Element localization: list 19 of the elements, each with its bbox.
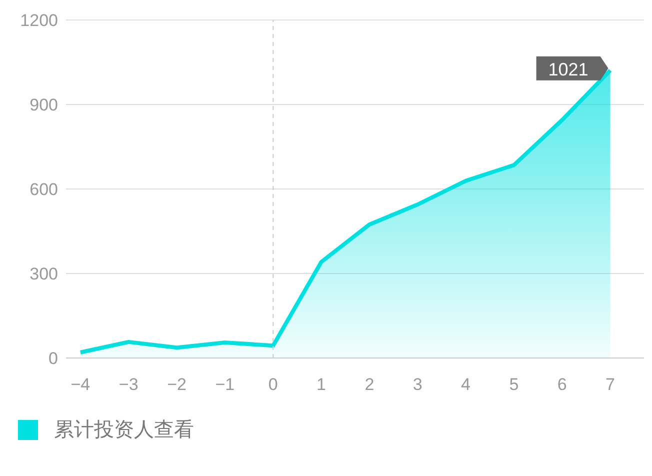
x-tick-label: 0 xyxy=(268,375,278,394)
y-tick-label: 0 xyxy=(48,349,58,368)
x-tick-label: −1 xyxy=(215,375,235,394)
y-tick-label: 600 xyxy=(30,180,58,200)
x-tick-label: −4 xyxy=(70,375,90,394)
legend-label: 累计投资人查看 xyxy=(54,418,194,443)
x-tick-label: −2 xyxy=(167,375,186,394)
x-tick-label: 3 xyxy=(412,375,422,394)
x-tick-label: 5 xyxy=(509,375,519,394)
data-label: 1021 xyxy=(548,59,588,80)
y-tick-label: 900 xyxy=(30,96,58,115)
y-tick-label: 1200 xyxy=(20,11,58,30)
x-tick-label: 2 xyxy=(364,375,374,394)
x-tick-label: 6 xyxy=(557,375,567,394)
x-tick-label: −3 xyxy=(118,375,138,394)
x-tick-label: 1 xyxy=(316,375,326,394)
x-tick-label: 7 xyxy=(606,375,616,394)
y-tick-label: 300 xyxy=(30,264,58,284)
x-tick-label: 4 xyxy=(461,375,471,394)
